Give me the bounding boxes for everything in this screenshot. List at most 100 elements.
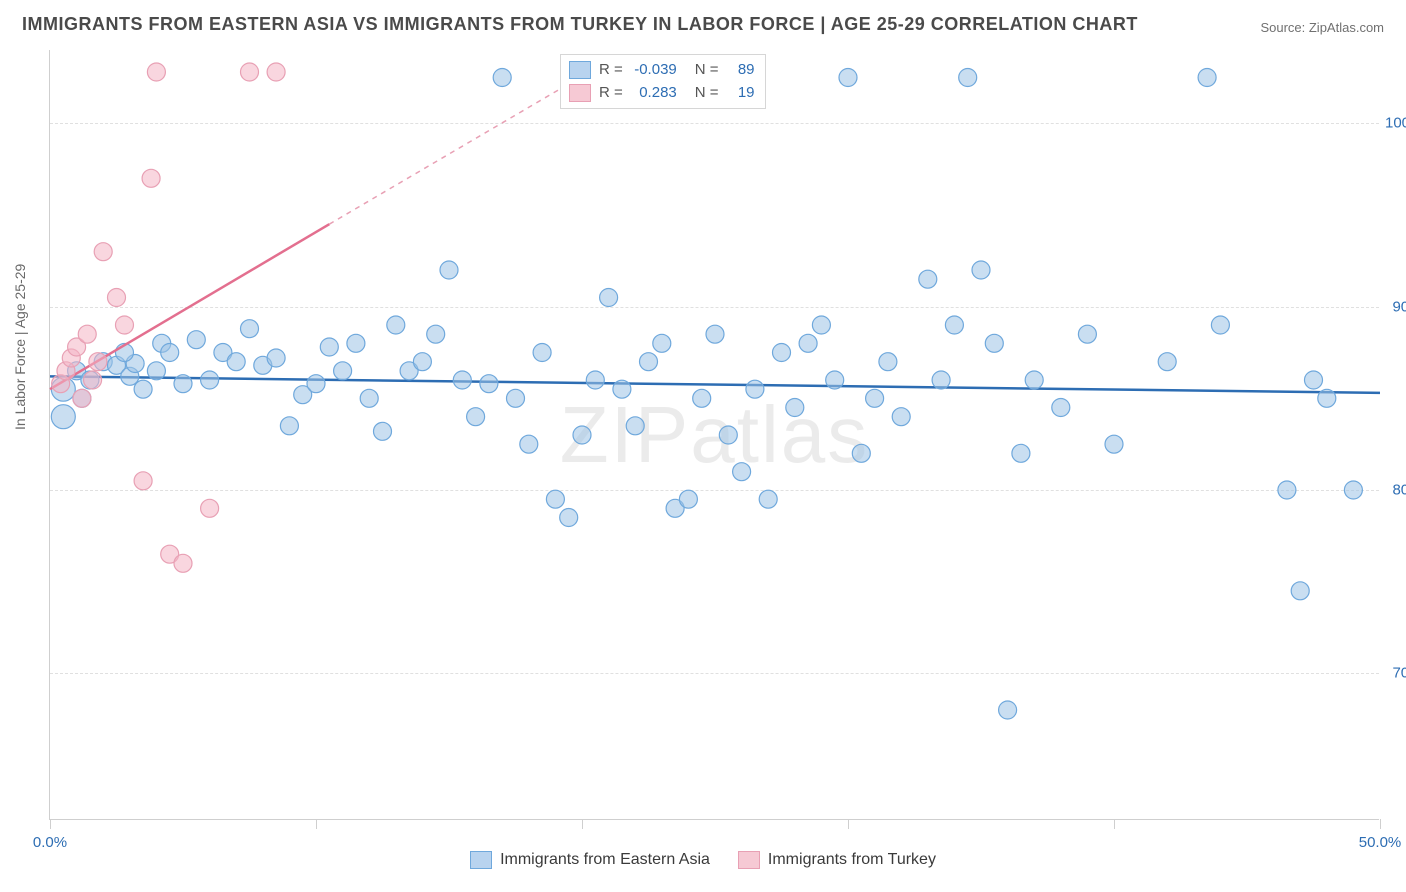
data-point [84,371,102,389]
data-point [147,362,165,380]
data-point [733,463,751,481]
data-point [626,417,644,435]
legend-label: Immigrants from Eastern Asia [500,851,710,869]
data-point [267,349,285,367]
r-value: 0.283 [631,82,677,105]
data-point [546,490,564,508]
legend-swatch [569,84,591,102]
x-tick [848,819,849,829]
data-point [932,371,950,389]
data-point [374,422,392,440]
data-point [719,426,737,444]
data-point [73,389,91,407]
data-point [653,334,671,352]
n-value: 19 [727,82,755,105]
y-axis-label: In Labor Force | Age 25-29 [12,264,28,430]
data-point [533,344,551,362]
trendline [50,376,1380,393]
data-point [94,243,112,261]
legend-swatch [470,851,492,869]
legend-swatch [738,851,760,869]
data-point [134,380,152,398]
data-point [347,334,365,352]
data-point [1278,481,1296,499]
data-point [1211,316,1229,334]
data-point [613,380,631,398]
data-point [467,408,485,426]
n-label: N = [695,59,719,82]
source-attribution: Source: ZipAtlas.com [1260,20,1384,35]
data-point [280,417,298,435]
data-point [759,490,777,508]
data-point [999,701,1017,719]
data-point [360,389,378,407]
legend-label: Immigrants from Turkey [768,851,936,869]
data-point [161,344,179,362]
data-point [586,371,604,389]
data-point [115,316,133,334]
data-point [147,63,165,81]
trendline-extension [329,68,595,224]
data-point [1052,399,1070,417]
data-point [227,353,245,371]
series-legend: Immigrants from Eastern Asia Immigrants f… [0,851,1406,874]
data-point [1078,325,1096,343]
data-point [1158,353,1176,371]
data-point [959,69,977,87]
data-point [174,554,192,572]
data-point [1344,481,1362,499]
data-point [201,371,219,389]
data-point [480,375,498,393]
data-point [693,389,711,407]
data-point [839,69,857,87]
data-point [985,334,1003,352]
legend-item: Immigrants from Eastern Asia [470,851,710,869]
data-point [1198,69,1216,87]
data-point [108,289,126,307]
data-point [852,444,870,462]
data-point [812,316,830,334]
data-point [706,325,724,343]
data-point [945,316,963,334]
data-point [1318,389,1336,407]
data-point [600,289,618,307]
data-point [241,320,259,338]
x-tick [50,819,51,829]
y-tick-label: 70.0% [1385,665,1406,682]
data-point [201,499,219,517]
x-tick [1114,819,1115,829]
data-point [320,338,338,356]
r-label: R = [599,82,623,105]
data-point [440,261,458,279]
x-tick-label: 50.0% [1359,834,1402,851]
data-point [493,69,511,87]
data-point [746,380,764,398]
data-point [413,353,431,371]
legend-row: R = -0.039 N = 89 [569,59,755,82]
data-point [51,405,75,429]
data-point [679,490,697,508]
legend-item: Immigrants from Turkey [738,851,936,869]
correlation-legend: R = -0.039 N = 89 R = 0.283 N = 19 [560,54,766,109]
data-point [89,353,107,371]
r-value: -0.039 [631,59,677,82]
data-point [307,375,325,393]
data-point [241,63,259,81]
data-point [1305,371,1323,389]
data-point [267,63,285,81]
data-point [919,270,937,288]
data-point [560,509,578,527]
y-tick-label: 90.0% [1385,298,1406,315]
data-point [879,353,897,371]
data-point [786,399,804,417]
data-point [142,169,160,187]
data-point [799,334,817,352]
data-point [187,331,205,349]
data-point [387,316,405,334]
legend-swatch [569,61,591,79]
data-point [972,261,990,279]
data-point [334,362,352,380]
x-tick [316,819,317,829]
data-point [866,389,884,407]
data-point [134,472,152,490]
